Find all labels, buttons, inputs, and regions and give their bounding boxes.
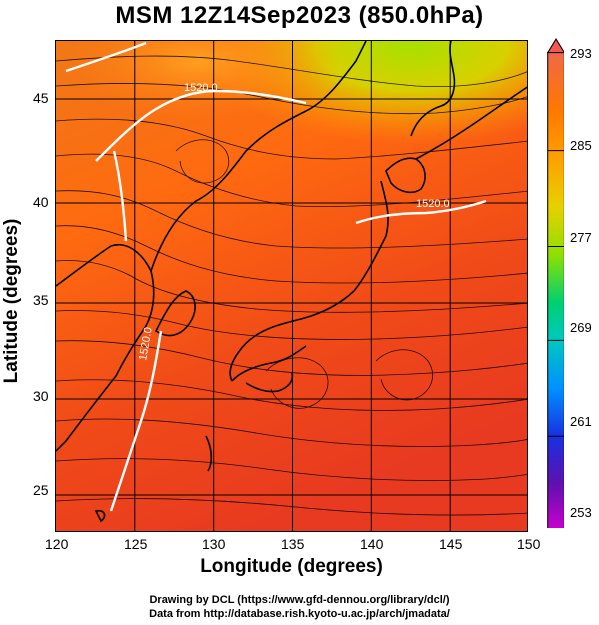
map-plot-area: 1520.0 1520.0 1520.0	[55, 40, 528, 532]
wind-streamlines	[56, 55, 527, 516]
map-title: MSM 12Z14Sep2023 (850.0hPa)	[115, 2, 484, 29]
colorbar-label: 277	[570, 230, 592, 245]
y-tick-label: 25	[33, 482, 49, 498]
credit-drawing: Drawing by DCL (https://www.gfd-dennou.o…	[149, 594, 450, 606]
colorbar-label: 261	[570, 414, 592, 429]
colorbar	[546, 38, 564, 528]
y-tick-label: 30	[33, 388, 49, 404]
contour-label: 1520.0	[137, 326, 155, 361]
colorbar-label: 293	[570, 46, 592, 61]
x-tick-label: 125	[124, 536, 148, 552]
colorbar-max-arrow	[546, 38, 564, 54]
height-contours	[65, 41, 487, 512]
y-tick-label: 45	[33, 90, 49, 106]
x-axis-label: Longitude (degrees)	[200, 556, 383, 577]
y-tick-label: 40	[33, 194, 49, 210]
x-tick-label: 120	[45, 536, 69, 552]
x-tick-label: 145	[439, 536, 463, 552]
lat-lon-grid	[56, 41, 527, 531]
x-tick-label: 150	[517, 536, 541, 552]
credit-data-source: Data from http://database.rish.kyoto-u.a…	[149, 608, 450, 620]
x-tick-label: 130	[202, 536, 226, 552]
colorbar-label: 269	[570, 320, 592, 335]
x-tick-label: 135	[281, 536, 305, 552]
contour-label: 1520.0	[184, 82, 218, 94]
contour-label: 1520.0	[416, 198, 450, 210]
y-tick-label: 35	[33, 292, 49, 308]
colorbar-label: 253	[570, 505, 592, 520]
map-canvas: 1520.0 1520.0 1520.0	[56, 41, 527, 531]
y-axis-label: Latitude (degrees)	[1, 218, 22, 384]
colorbar-label: 285	[570, 138, 592, 153]
coastlines	[56, 41, 527, 523]
x-tick-label: 140	[360, 536, 384, 552]
